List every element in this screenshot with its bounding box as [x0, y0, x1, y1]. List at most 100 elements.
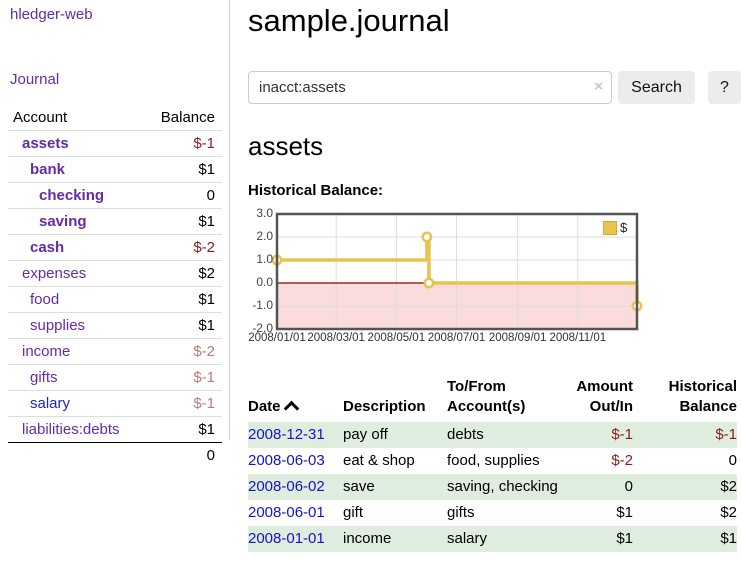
transaction-date-link[interactable]: 2008-06-03 [248, 452, 325, 469]
register-row: 2008-06-02 save saving, checking 0 $2 [248, 474, 737, 500]
account-link-food[interactable]: food [30, 291, 60, 308]
x-axis-tick-label: 2008/09/01 [488, 332, 547, 344]
transaction-accounts: debts [447, 422, 569, 448]
y-axis-tick-label: 0.0 [256, 275, 273, 289]
transaction-balance: $-1 [641, 422, 737, 448]
x-axis-tick-label: 2008/07/01 [427, 332, 486, 344]
transaction-date-link[interactable]: 2008-12-31 [248, 426, 325, 443]
account-link-saving[interactable]: saving [39, 213, 87, 230]
account-link-expenses[interactable]: expenses [22, 265, 87, 282]
y-axis-tick-label: 2.0 [256, 229, 273, 243]
legend-swatch-icon [603, 220, 617, 235]
transaction-description: save [343, 474, 447, 500]
account-link-income[interactable]: income [22, 343, 71, 360]
account-heading: assets [248, 131, 324, 161]
chart-legend: $ [601, 219, 630, 236]
register-row: 2008-06-03 eat & shop food, supplies $-2… [248, 448, 737, 474]
historical-balance-chart: $ 3.0 2.0 1.0 0.0 -1.0 -2.0 2008/01/01 2008/03/… [248, 206, 742, 354]
x-axis-tick-label: 2008/11/01 [549, 332, 607, 344]
description-header: Description [343, 398, 426, 415]
register-header-row: Date Description To/From Account(s) Amou… [248, 375, 737, 422]
chart-title: Historical Balance: [248, 182, 384, 199]
register-row: 2008-01-01 income salary $1 $1 [248, 526, 737, 552]
account-balance: $1 [145, 208, 222, 235]
account-link-supplies[interactable]: supplies [30, 317, 86, 334]
account-link-salary[interactable]: salary [30, 395, 71, 412]
transaction-balance: 0 [728, 452, 737, 469]
main-content: sample.journal × Search ? assets Histori… [248, 0, 742, 552]
accounts-header-row: Account Balance [8, 105, 222, 131]
chevron-up-icon [283, 400, 299, 417]
account-row-food: food $1 [8, 286, 222, 313]
x-axis-tick-label: 2008/01/01 [248, 332, 306, 344]
date-sort-header[interactable]: Date [248, 375, 343, 422]
account-balance: $1 [145, 286, 222, 313]
x-axis-tick-label: 2008/03/01 [307, 332, 365, 344]
register-table: Date Description To/From Account(s) Amou… [248, 375, 737, 552]
accounts-header: To/From Account(s) [447, 378, 526, 415]
transaction-description: eat & shop [343, 452, 415, 469]
accounts-total-row: 0 [8, 442, 222, 468]
account-row-salary: salary $-1 [8, 390, 222, 417]
transaction-date-link[interactable]: 2008-06-02 [248, 478, 325, 495]
account-balance: $1 [145, 416, 222, 443]
register-row: 2008-12-31 pay off debts $-1 $-1 [248, 422, 737, 448]
transaction-amount: 0 [569, 474, 641, 500]
account-link-bank[interactable]: bank [30, 161, 66, 178]
account-balance: $-2 [145, 338, 222, 365]
account-row-bank: bank $1 [8, 156, 222, 183]
account-row-cash: cash $-2 [8, 234, 222, 261]
clear-search-icon[interactable]: × [594, 78, 603, 95]
account-balance: $-1 [145, 364, 222, 391]
app-brand-link[interactable]: hledger-web [10, 6, 93, 23]
search-button[interactable]: Search [618, 71, 695, 104]
account-row-liabilities-debts: liabilities:debts $1 [8, 416, 222, 443]
account-row-saving: saving $1 [8, 208, 222, 235]
account-link-gifts[interactable]: gifts [30, 369, 58, 386]
chart-plot-area [271, 212, 643, 331]
account-balance: $-1 [145, 390, 222, 417]
transaction-amount: $-2 [611, 452, 633, 469]
account-link-liabilities-debts[interactable]: liabilities:debts [22, 421, 120, 438]
transaction-description: income [343, 526, 447, 552]
accounts-table: Account Balance assets $-1 bank $1 check… [8, 105, 222, 468]
transaction-amount: $-1 [569, 422, 641, 448]
transaction-balance: $2 [641, 474, 737, 500]
account-row-checking: checking 0 [8, 182, 222, 209]
transaction-amount: $1 [569, 526, 641, 552]
page-title: sample.journal [248, 3, 450, 38]
account-link-cash[interactable]: cash [30, 239, 65, 256]
account-row-income: income $-2 [8, 338, 222, 365]
transaction-date-link[interactable]: 2008-01-01 [248, 530, 325, 547]
balance-column-header: Balance [160, 109, 215, 126]
accounts-total-value: 0 [145, 442, 222, 468]
account-balance: 0 [145, 182, 222, 209]
transaction-accounts: saving, checking [447, 474, 569, 500]
y-axis-tick-label: 3.0 [256, 206, 273, 220]
amount-header: Amount Out/In [576, 378, 633, 415]
balance-header: Historical Balance [668, 378, 737, 415]
transaction-balance: $2 [720, 504, 737, 521]
transaction-accounts: gifts [447, 504, 475, 521]
account-row-gifts: gifts $-1 [8, 364, 222, 391]
account-balance: $1 [145, 312, 222, 339]
account-balance: $-1 [145, 130, 222, 157]
y-axis-tick-label: -1.0 [252, 298, 273, 312]
transaction-balance: $1 [641, 526, 737, 552]
help-button[interactable]: ? [708, 71, 741, 104]
sidebar: hledger-web Journal Account Balance asse… [0, 0, 230, 468]
account-link-checking[interactable]: checking [39, 187, 105, 204]
account-column-header: Account [13, 109, 68, 126]
account-row-expenses: expenses $2 [8, 260, 222, 287]
search-input[interactable] [248, 71, 612, 104]
account-row-assets: assets $-1 [8, 130, 222, 157]
y-axis-tick-label: 1.0 [256, 252, 273, 266]
search-bar: × Search ? [248, 71, 742, 104]
transaction-accounts: salary [447, 526, 569, 552]
account-link-assets[interactable]: assets [22, 135, 69, 152]
y-axis-tick-label: -2.0 [252, 321, 273, 335]
transaction-date-link[interactable]: 2008-06-01 [248, 504, 325, 521]
sidebar-item-journal[interactable]: Journal [10, 71, 60, 88]
legend-label: $ [620, 220, 628, 235]
account-balance: $1 [145, 156, 222, 183]
